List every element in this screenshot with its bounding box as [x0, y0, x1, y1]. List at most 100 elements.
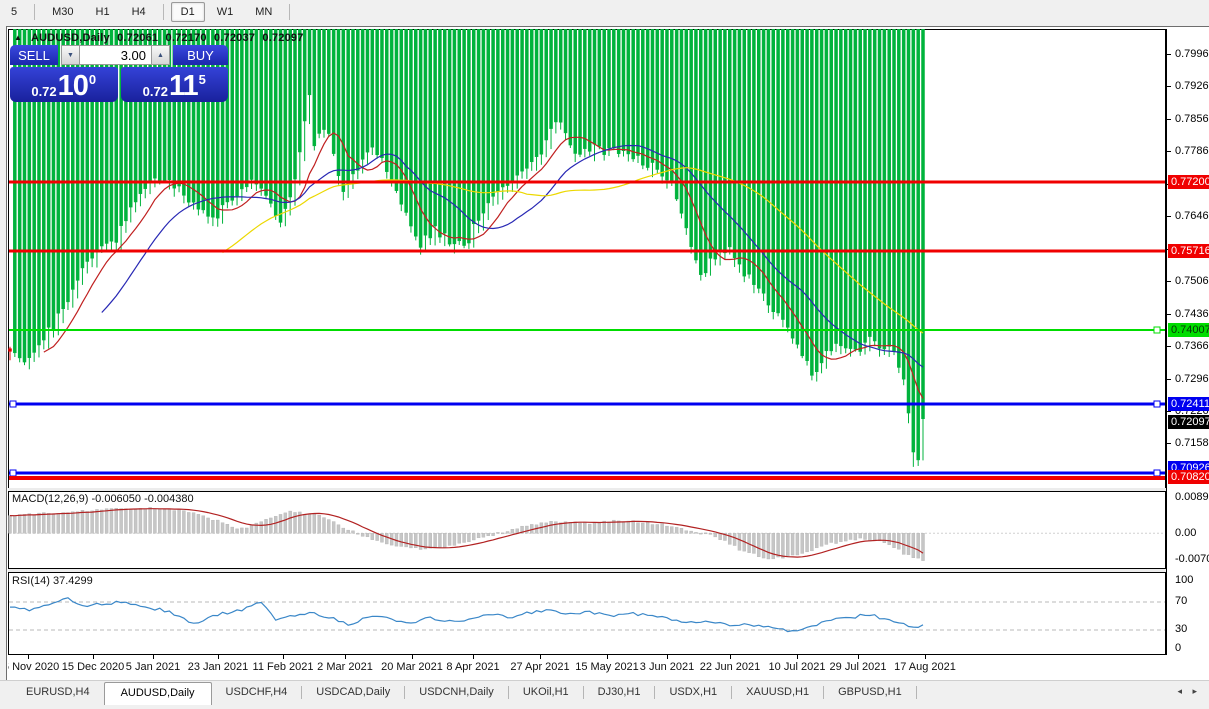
chart-tab-bar: EURUSD,H4 AUDUSD,Daily USDCHF,H4 USDCAD,Dai…: [0, 680, 1209, 709]
tick-dash-icon: [1167, 54, 1171, 55]
date-label: 22 Jun 2021: [699, 661, 761, 673]
rsi-label: RSI(14) 37.4299: [12, 575, 93, 587]
buy-button[interactable]: BUY: [173, 45, 228, 65]
main-chart-canvas[interactable]: [8, 29, 1166, 489]
date-label: 17 Aug 2021: [894, 661, 956, 673]
date-tick: [473, 655, 474, 659]
line-handle: [1153, 400, 1161, 408]
toolbar-separator: [162, 4, 164, 20]
date-label: 2 Mar 2021: [317, 661, 373, 673]
date-tick: [730, 655, 731, 659]
tick-dash-icon: [1167, 346, 1171, 348]
ohlc-open: 0.72061: [117, 32, 159, 44]
toolbar-separator: [34, 4, 36, 20]
panel-splitter[interactable]: [8, 569, 1168, 572]
tab-scroll-arrows[interactable]: ◂ ▸: [1177, 686, 1201, 696]
timeframe-button-w1[interactable]: W1: [216, 6, 234, 18]
timeframe-button-h4[interactable]: H4: [131, 6, 146, 18]
tab-separator: [731, 686, 733, 699]
tick-dash-icon: [1167, 118, 1171, 120]
horizontal-levels-layer: [9, 180, 1165, 480]
date-tick: [283, 655, 284, 659]
macd-axis-label: 0.00: [1175, 527, 1197, 539]
sell-button[interactable]: SELL: [10, 45, 58, 65]
ma-slow: [222, 167, 924, 334]
tab-dj30-h1[interactable]: DJ30,H1: [597, 686, 641, 698]
toolbar-separator: [289, 4, 291, 20]
tab-usdx-h1[interactable]: USDX,H1: [669, 686, 718, 698]
ma-medium: [101, 144, 924, 368]
timeframe-toolbar: 5 M30 H1 H4 D1 W1 MN: [0, 0, 1209, 24]
date-label: 26 Nov 2020: [8, 661, 60, 673]
date-tick: [153, 655, 154, 659]
timeframe-button-5[interactable]: 5: [11, 6, 18, 18]
tab-ukoil-h1[interactable]: UKOil,H1: [522, 686, 569, 698]
volume-increase-button[interactable]: ▲: [151, 45, 170, 65]
macd-signal-line: [9, 508, 924, 558]
timeframe-button-mn[interactable]: MN: [255, 6, 273, 18]
timeframe-button-d1[interactable]: D1: [170, 2, 205, 22]
buy-price-prefix: 0.72: [142, 84, 168, 99]
collapse-triangle-icon[interactable]: ▲: [14, 33, 23, 42]
macd-axis-label: 0.008904: [1175, 491, 1209, 503]
tab-gbpusd-h1[interactable]: GBPUSD,H1: [838, 686, 902, 698]
sell-price-box[interactable]: 0.72 10 0: [10, 67, 118, 102]
date-label: 3 Jun 2021: [639, 661, 695, 673]
tab-separator: [582, 686, 584, 699]
sell-price-superscript: 0: [88, 72, 97, 87]
volume-decrease-button[interactable]: ▼: [61, 45, 80, 65]
date-label: 10 Jul 2021: [768, 661, 826, 673]
tab-usdchf-h4[interactable]: USDCHF,H4: [225, 686, 288, 698]
date-label: 23 Jan 2021: [187, 661, 249, 673]
date-label: 27 Apr 2021: [510, 661, 570, 673]
macd-label: MACD(12,26,9) -0.006050 -0.004380: [12, 493, 194, 505]
date-label: 8 Apr 2021: [446, 661, 500, 673]
price-tag: 0.72097: [1168, 415, 1209, 429]
tab-usdcad-daily[interactable]: USDCAD,Daily: [316, 686, 391, 698]
macd-indicator-canvas[interactable]: [8, 491, 1166, 569]
chart-symbol-label: AUDUSD,Daily: [30, 32, 110, 44]
date-tick: [540, 655, 541, 659]
date-label: 29 Jul 2021: [829, 661, 887, 673]
tab-separator: [507, 686, 509, 699]
timeframe-button-h1[interactable]: H1: [95, 6, 110, 18]
tick-dash-icon: [1167, 86, 1171, 88]
panel-splitter[interactable]: [8, 488, 1168, 491]
tab-usdcnh-daily[interactable]: USDCNH,Daily: [419, 686, 494, 698]
price-tag: 0.77200: [1168, 175, 1209, 189]
date-tick: [412, 655, 413, 659]
date-tick: [607, 655, 608, 659]
chart-title: ▲ AUDUSD,Daily 0.72061 0.72170 0.72037 0…: [14, 32, 308, 44]
date-tick: [28, 655, 29, 659]
rsi-line: [10, 597, 924, 633]
rsi-indicator-canvas[interactable]: [8, 572, 1166, 655]
tick-dash-icon: [1167, 378, 1171, 380]
tab-separator: [915, 686, 917, 699]
line-handle: [9, 469, 17, 477]
date-tick: [345, 655, 346, 659]
rsi-axis-label: 70: [1175, 595, 1188, 607]
timeframe-button-m30[interactable]: M30: [52, 6, 74, 18]
tab-audusd-daily[interactable]: AUDUSD,Daily: [103, 682, 212, 705]
price-tag: 0.72411: [1168, 397, 1209, 411]
buy-price-big: 11: [168, 70, 199, 102]
price-tag: 0.74007: [1168, 323, 1209, 337]
buy-price-box[interactable]: 0.72 11 5: [120, 67, 228, 102]
tick-dash-icon: [1167, 281, 1171, 283]
volume-input[interactable]: [80, 45, 151, 65]
date-tick: [93, 655, 94, 659]
price-axis[interactable]: 0.799600.792600.785600.778600.771600.764…: [1166, 29, 1209, 655]
date-tick: [218, 655, 219, 659]
tab-eurusd-h4[interactable]: EURUSD,H4: [26, 686, 90, 698]
tab-xauusd-h1[interactable]: XAUUSD,H1: [746, 686, 810, 698]
